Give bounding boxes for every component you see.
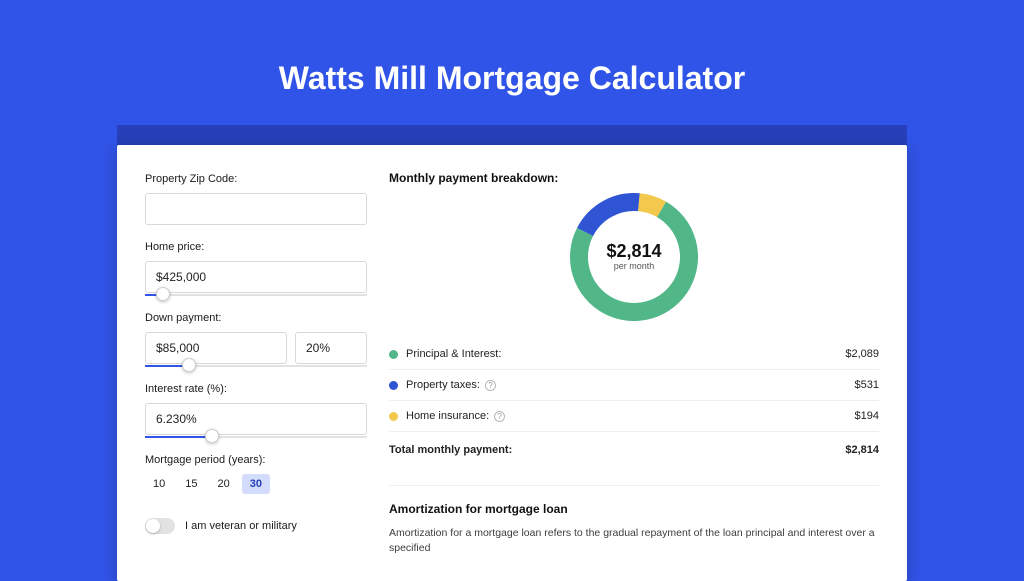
veteran-toggle[interactable] <box>145 518 175 534</box>
legend-value-1: $531 <box>855 379 879 391</box>
zip-input[interactable] <box>145 193 367 225</box>
period-options: 10152030 <box>145 474 367 494</box>
inputs-column: Property Zip Code: Home price: Down paym… <box>145 171 385 555</box>
breakdown-title: Monthly payment breakdown: <box>389 171 879 185</box>
down-amount-input[interactable] <box>145 332 287 364</box>
amortization-text: Amortization for a mortgage loan refers … <box>389 526 879 555</box>
donut-chart: $2,814 per month <box>389 193 879 321</box>
legend-value-0: $2,089 <box>845 348 879 360</box>
info-icon[interactable]: ? <box>494 411 505 422</box>
period-label: Mortgage period (years): <box>145 454 367 466</box>
period-option-15[interactable]: 15 <box>177 474 205 494</box>
rate-slider-fill <box>145 436 212 438</box>
donut-segment-insurance <box>639 202 662 209</box>
veteran-label: I am veteran or military <box>185 520 297 532</box>
legend-label-0: Principal & Interest: <box>406 348 845 360</box>
down-slider[interactable] <box>145 361 367 371</box>
legend-row-1: Property taxes:?$531 <box>389 370 879 401</box>
donut-center-label: per month <box>614 261 655 271</box>
page-title: Watts Mill Mortgage Calculator <box>0 0 1024 125</box>
legend-dot-0 <box>389 350 398 359</box>
period-option-30[interactable]: 30 <box>242 474 270 494</box>
period-option-10[interactable]: 10 <box>145 474 173 494</box>
down-label: Down payment: <box>145 312 367 324</box>
price-input[interactable] <box>145 261 367 293</box>
legend-label-1: Property taxes:? <box>406 379 855 391</box>
amortization-section: Amortization for mortgage loan Amortizat… <box>389 485 879 555</box>
down-slider-thumb[interactable] <box>182 358 196 372</box>
zip-label: Property Zip Code: <box>145 173 367 185</box>
info-icon[interactable]: ? <box>485 380 496 391</box>
total-label: Total monthly payment: <box>389 444 845 456</box>
price-slider[interactable] <box>145 290 367 300</box>
calculator-panel: Property Zip Code: Home price: Down paym… <box>117 145 907 581</box>
donut-center-amount: $2,814 <box>606 241 661 261</box>
legend-dot-2 <box>389 412 398 421</box>
legend-dot-1 <box>389 381 398 390</box>
price-slider-thumb[interactable] <box>156 287 170 301</box>
total-row: Total monthly payment: $2,814 <box>389 432 879 465</box>
amortization-title: Amortization for mortgage loan <box>389 502 879 516</box>
legend-row-0: Principal & Interest:$2,089 <box>389 339 879 370</box>
legend-row-2: Home insurance:?$194 <box>389 401 879 432</box>
down-percent-input[interactable] <box>295 332 367 364</box>
rate-slider[interactable] <box>145 432 367 442</box>
donut-segment-taxes <box>585 202 639 232</box>
legend-label-2: Home insurance:? <box>406 410 855 422</box>
legend-value-2: $194 <box>855 410 879 422</box>
veteran-toggle-knob <box>146 519 160 533</box>
price-label: Home price: <box>145 241 367 253</box>
total-value: $2,814 <box>845 444 879 456</box>
rate-input[interactable] <box>145 403 367 435</box>
rate-label: Interest rate (%): <box>145 383 367 395</box>
breakdown-column: Monthly payment breakdown: $2,814 per mo… <box>385 171 879 555</box>
rate-slider-thumb[interactable] <box>205 429 219 443</box>
period-option-20[interactable]: 20 <box>210 474 238 494</box>
